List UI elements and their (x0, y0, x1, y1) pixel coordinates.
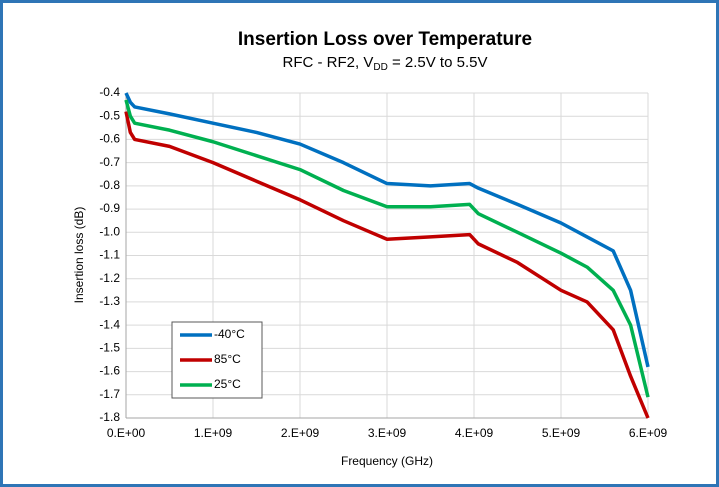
legend-label: 85°C (214, 352, 241, 366)
x-tick-label: 1.E+09 (194, 426, 233, 440)
y-tick-label: -0.9 (99, 201, 120, 215)
series-line (124, 92, 650, 368)
x-tick-label: 5.E+09 (542, 426, 581, 440)
y-tick-label: -1.5 (99, 341, 120, 355)
y-tick-label: -1.0 (99, 224, 120, 238)
y-tick-label: -1.6 (99, 364, 120, 378)
legend-label: -40°C (214, 327, 245, 341)
y-tick-label: -1.8 (99, 410, 120, 424)
series-line (124, 111, 650, 419)
y-tick-label: -1.3 (99, 294, 120, 308)
y-tick-label: -0.7 (99, 155, 120, 169)
subtitle-sub: DD (373, 62, 387, 73)
subtitle-part: = 2.5V to 5.5V (388, 54, 488, 71)
x-tick-label: 2.E+09 (281, 426, 320, 440)
y-tick-label: -0.8 (99, 178, 120, 192)
chart-title: Insertion Loss over Temperature (238, 29, 532, 50)
y-tick-label: -1.2 (99, 271, 120, 285)
y-axis-label: Insertion loss (dB) (72, 207, 86, 304)
y-tick-label: -1.4 (99, 317, 120, 331)
y-tick-label: -0.5 (99, 108, 120, 122)
x-axis-label: Frequency (GHz) (341, 454, 433, 468)
legend-label: 25°C (214, 377, 241, 391)
y-tick-label: -1.1 (99, 248, 120, 262)
y-tick-label: -0.4 (99, 85, 120, 99)
subtitle-part: RFC - RF2, V (283, 54, 374, 71)
series-line (124, 99, 650, 398)
x-tick-label: 0.E+00 (107, 426, 146, 440)
x-tick-label: 3.E+09 (368, 426, 407, 440)
y-tick-label: -1.7 (99, 387, 120, 401)
y-tick-label: -0.6 (99, 132, 120, 146)
chart-subtitle: RFC - RF2, VDD = 2.5V to 5.5V (283, 54, 488, 73)
x-tick-label: 6.E+09 (629, 426, 668, 440)
x-tick-label: 4.E+09 (455, 426, 494, 440)
